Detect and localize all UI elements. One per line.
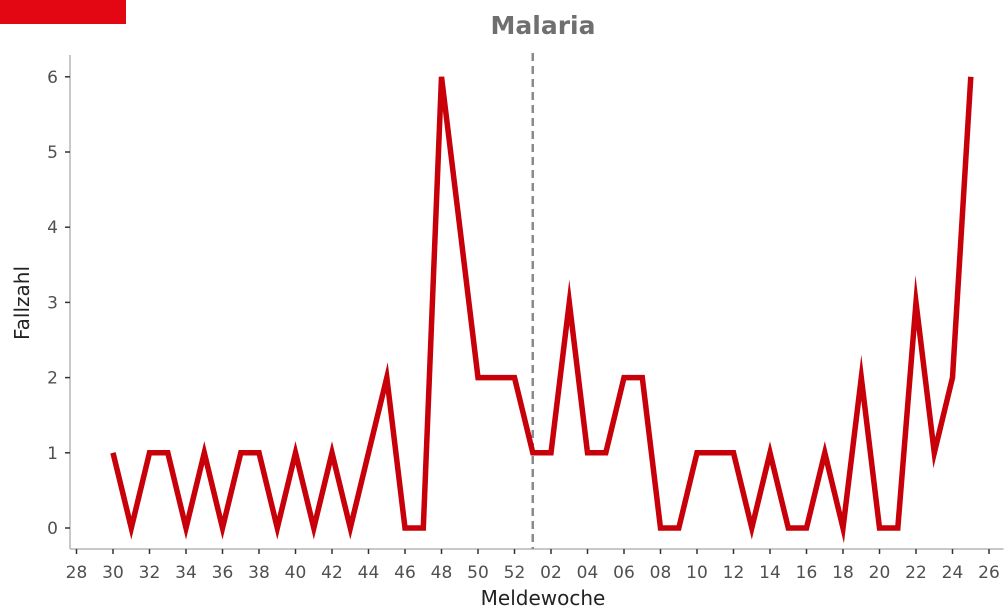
x-tick-label: 22	[905, 563, 927, 583]
x-tick-label: 40	[285, 563, 307, 583]
x-tick-label: 26	[978, 563, 1000, 583]
x-tick-label: 14	[759, 563, 781, 583]
y-tick-label: 5	[47, 143, 58, 163]
y-axis-title: Fallzahl	[10, 266, 34, 340]
x-tick-label: 36	[212, 563, 234, 583]
brand-accent-bar	[0, 0, 126, 24]
x-tick-label: 32	[139, 563, 161, 583]
x-tick-label: 12	[723, 563, 745, 583]
y-tick-label: 1	[47, 444, 58, 464]
y-tick-label: 4	[47, 218, 58, 238]
x-tick-label: 52	[504, 563, 526, 583]
x-tick-label: 46	[394, 563, 416, 583]
x-tick-label: 28	[66, 563, 88, 583]
x-tick-label: 16	[796, 563, 818, 583]
x-tick-label: 50	[467, 563, 489, 583]
x-axis-title: Meldewoche	[481, 586, 606, 610]
series-line	[110, 76, 974, 544]
x-tick-label: 02	[540, 563, 562, 583]
y-tick-label: 3	[47, 293, 58, 313]
x-tick-label: 34	[175, 563, 197, 583]
x-tick-label: 30	[102, 563, 124, 583]
x-tick-label: 24	[942, 563, 964, 583]
x-tick-label: 10	[686, 563, 708, 583]
chart-title: Malaria	[491, 11, 596, 40]
x-tick-label: 04	[577, 563, 599, 583]
x-tick-label: 38	[248, 563, 270, 583]
x-tick-label: 48	[431, 563, 453, 583]
y-tick-label: 2	[47, 369, 58, 389]
x-tick-label: 20	[869, 563, 891, 583]
x-tick-label: 42	[321, 563, 343, 583]
y-tick-label: 6	[47, 68, 58, 88]
x-tick-label: 08	[650, 563, 672, 583]
x-tick-label: 18	[832, 563, 854, 583]
x-tick-label: 44	[358, 563, 380, 583]
data-marks	[110, 53, 974, 549]
y-tick-label: 0	[47, 519, 58, 539]
x-tick-label: 06	[613, 563, 635, 583]
